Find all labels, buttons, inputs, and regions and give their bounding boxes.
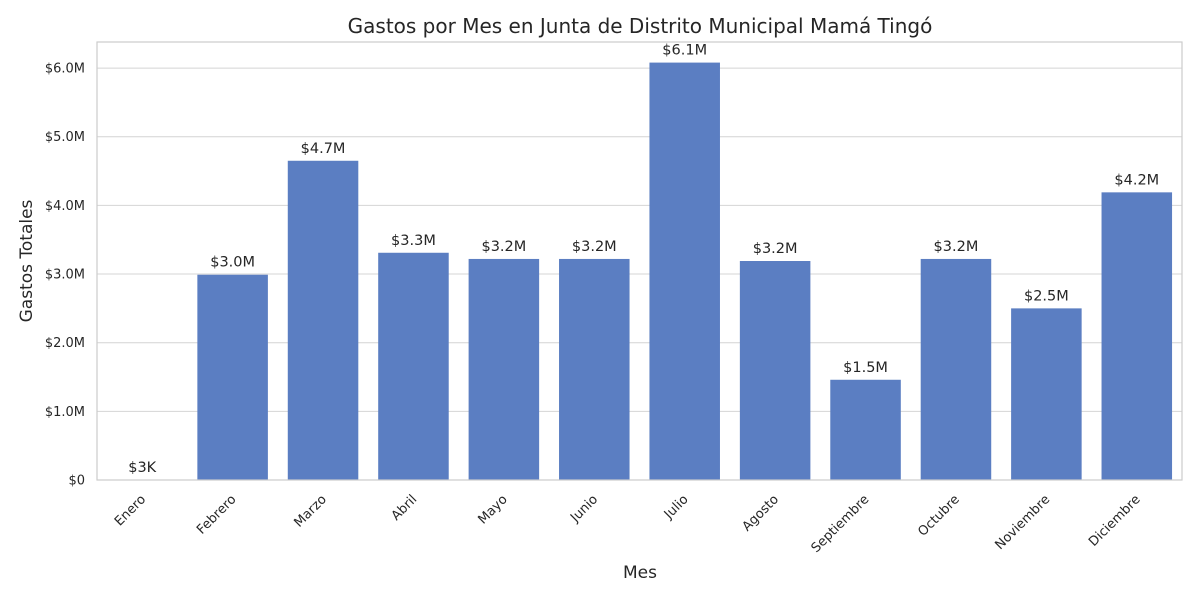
y-tick-label: $6.0M xyxy=(45,62,85,77)
bar xyxy=(287,160,359,481)
bar xyxy=(197,274,268,480)
data-label: $2.5M xyxy=(1024,288,1069,304)
x-tick-label: Octubre xyxy=(915,492,962,539)
data-label: $3.2M xyxy=(934,239,979,255)
data-label: $6.1M xyxy=(662,43,707,59)
x-tick-label: Febrero xyxy=(194,492,239,537)
x-tick-label: Enero xyxy=(112,492,149,529)
bar xyxy=(649,62,720,480)
x-tick-label: Abril xyxy=(389,492,421,524)
y-tick-label: $5.0M xyxy=(45,130,85,145)
bar xyxy=(1101,192,1173,480)
x-tick-label: Julio xyxy=(661,492,692,523)
chart-title: Gastos por Mes en Junta de Distrito Muni… xyxy=(348,14,933,38)
grid-layer xyxy=(97,67,1182,481)
x-tick-layer: Enero Febrero Marzo Abril Mayo Junio Julio Agos… xyxy=(112,492,1144,556)
y-tick-label: $2.0M xyxy=(45,336,85,351)
x-tick-label: Marzo xyxy=(291,492,329,530)
bar xyxy=(739,261,811,480)
x-tick-label: Diciembre xyxy=(1086,492,1144,550)
y-tick-layer: $0 $1.0M $2.0M $3.0M $4.0M $5.0M $6.0M xyxy=(45,62,85,489)
data-label: $3.0M xyxy=(210,255,255,271)
data-label: $1.5M xyxy=(843,360,888,376)
data-label: $3.2M xyxy=(753,241,798,257)
x-tick-label: Noviembre xyxy=(992,492,1053,553)
y-axis-label: Gastos Totales xyxy=(17,199,37,322)
y-tick-label: $4.0M xyxy=(45,199,85,214)
y-tick-label: $1.0M xyxy=(45,405,85,420)
x-axis-label: Mes xyxy=(623,563,657,583)
data-label-layer: $3K $3.0M $4.7M $3.3M $3.2M $3.2M $6.1M $3.2M $1… xyxy=(128,43,1159,476)
bar xyxy=(920,258,992,480)
bar xyxy=(1011,308,1082,480)
data-label: $4.2M xyxy=(1114,172,1159,188)
y-tick-label: $3.0M xyxy=(45,268,85,283)
data-label: $4.7M xyxy=(301,141,346,157)
x-tick-label: Mayo xyxy=(475,492,510,527)
bar xyxy=(468,258,540,480)
data-label: $3.2M xyxy=(481,239,526,255)
x-tick-label: Junio xyxy=(567,492,601,526)
plot-frame xyxy=(96,41,1183,481)
y-tick-label: $0 xyxy=(68,474,85,489)
bar xyxy=(559,258,630,480)
bar xyxy=(378,252,449,480)
x-tick-label: Septiembre xyxy=(809,492,873,556)
data-label: $3.2M xyxy=(572,239,617,255)
data-label: $3K xyxy=(128,460,156,476)
data-label: $3.3M xyxy=(391,233,436,249)
bar xyxy=(830,379,901,480)
bar-layer xyxy=(106,62,1173,481)
x-tick-label: Agosto xyxy=(740,492,782,534)
